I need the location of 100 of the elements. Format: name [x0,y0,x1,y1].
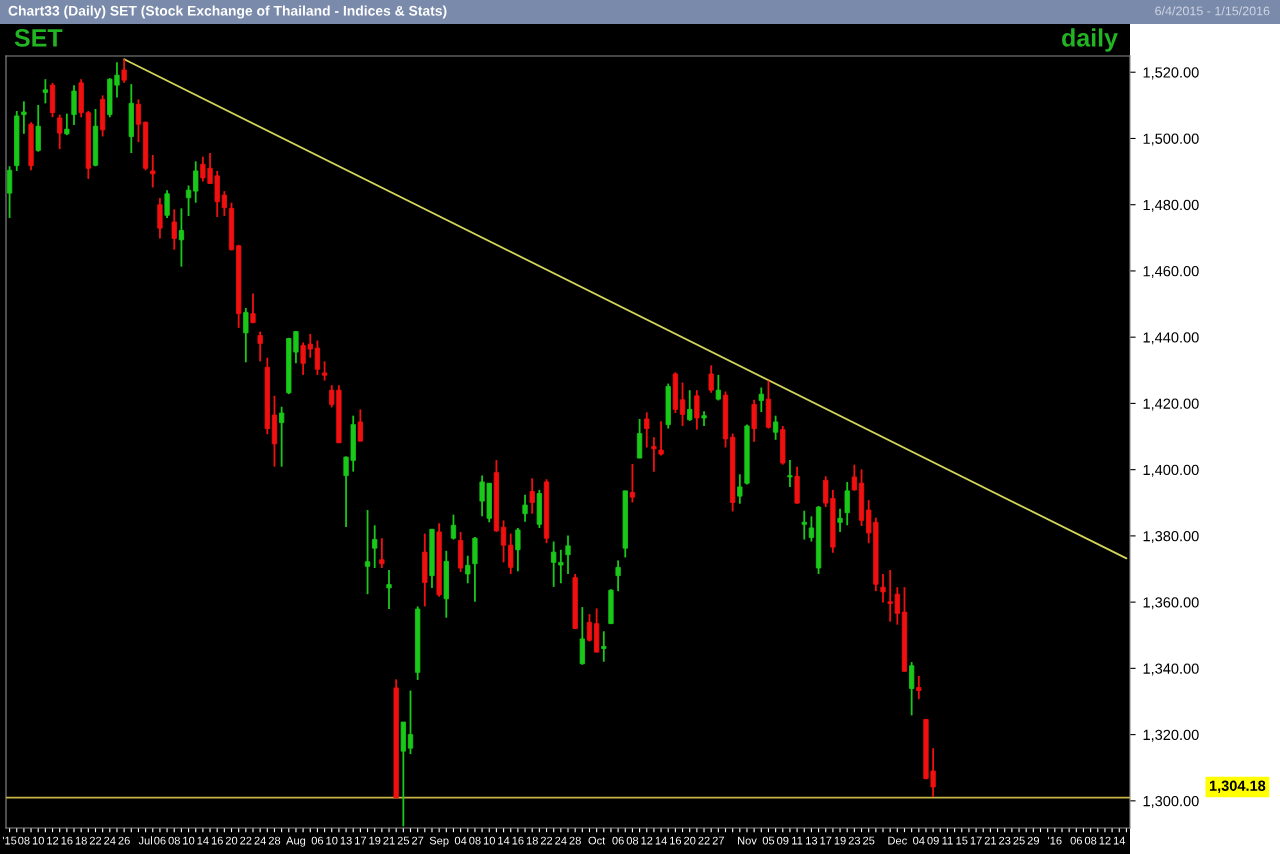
x-tick-label: 08 [168,836,180,845]
x-tick-label: 17 [970,836,982,845]
candlestick [321,360,328,382]
text: 1,304.18 [1209,780,1266,794]
x-tick-label: 19 [369,836,381,845]
candlestick [679,381,686,427]
x-tick-label: 09 [927,836,939,845]
x-tick-label: 04 [454,836,467,845]
text: 6/4/2015 - 1/15/2016 [1155,6,1270,16]
candlestick [651,436,657,473]
text: daily [1062,28,1118,52]
x-tick-label: 25 [1013,836,1025,845]
candlestick [465,554,471,585]
x-tick-label: 21 [984,836,997,845]
x-tick-label: 14 [655,836,667,845]
candlestick [844,481,850,527]
candlestick [178,207,185,268]
candlestick [164,189,170,219]
y-tick-label: 1,480.00 [1143,199,1199,212]
y-tick-label: 1,520.00 [1143,67,1199,80]
candlestick [357,408,364,443]
x-tick-label: 04 [913,836,925,845]
y-tick-label: 1,440.00 [1143,332,1199,345]
chart-title: Chart33 (Daily) SET (Stock Exchange of Thailand - Indices & Stats) [8,5,447,19]
x-tick-label: 18 [75,836,87,845]
x-tick-label: Nov [738,836,757,845]
x-tick-label: 06 [311,836,324,845]
candlestick [157,197,163,240]
candlestick [185,184,192,217]
x-tick-label: 28 [268,836,281,845]
text: SET [14,29,63,47]
x-tick-label: 12 [47,836,59,845]
candlestick [314,339,321,376]
candlestick [150,154,156,189]
candlestick [808,515,815,543]
x-tick-label: 12 [1099,836,1111,845]
x-tick-label: Aug [286,836,306,847]
x-tick-label: 12 [641,836,653,845]
candlestick [615,559,621,593]
candlestick [601,630,607,663]
x-tick-label: 24 [555,836,567,845]
candlestick [772,414,779,441]
x-tick-label: 23 [848,836,861,845]
candlestick [708,364,714,394]
x-tick-label: 27 [712,836,724,845]
x-tick-label: 22 [698,836,710,845]
x-tick-label: 23 [999,836,1011,845]
x-tick-label: Jul [138,836,152,845]
x-tick-label: '15 [2,836,17,845]
x-tick-label: 05 [762,836,775,845]
y-tick-label: 1,320.00 [1143,729,1199,742]
x-tick-label: 14 [498,836,510,845]
x-tick-label: 08 [18,836,30,845]
candlestick [837,507,843,533]
y-tick-label: 1,300.00 [1143,795,1199,808]
x-tick-label: '16 [1048,836,1062,845]
candlestick [909,661,915,717]
candlestick [121,58,127,84]
candlestick [6,165,13,219]
candlestick [372,524,378,569]
x-tick-label: 10 [483,836,495,845]
x-tick-label: 15 [956,836,968,845]
y-tick-label: 1,340.00 [1143,663,1199,676]
candlestick [243,307,249,364]
x-tick-label: 18 [526,836,538,845]
candlestick [916,675,922,701]
x-tick-label: 08 [626,836,639,845]
candlestick [801,509,807,541]
candlestick [787,459,793,488]
candlestick [364,509,371,596]
x-tick-label: 19 [834,836,846,845]
x-tick-label: 08 [469,836,481,845]
candlestick [407,689,414,756]
x-tick-label: 16 [670,836,682,845]
x-tick-label: 27 [412,836,424,845]
x-tick-label: 13 [806,836,818,845]
candlestick [758,386,764,413]
x-tick-label: 25 [397,836,410,845]
x-tick-label: 11 [792,836,803,845]
candlestick [21,100,27,135]
candlestick [64,112,70,137]
candlestick [586,613,593,643]
candlestick [737,473,743,505]
x-tick-label: 24 [254,836,267,845]
candlestick [644,411,650,449]
x-tick-label: 11 [942,836,953,845]
x-tick-label: 22 [240,836,252,845]
candlestick [508,532,514,575]
x-tick-label: Dec [888,836,907,845]
candlestick [386,569,392,610]
candlestick [529,477,535,515]
candlestick [629,463,636,504]
x-tick-label: 10 [183,836,195,845]
x-tick-label: 16 [211,836,223,845]
candlestick [565,534,571,575]
x-tick-label: 09 [777,836,789,845]
candlestick [694,389,700,431]
x-tick-label: 13 [340,836,352,845]
x-tick-label: 10 [326,836,338,845]
candlestick [450,513,457,541]
